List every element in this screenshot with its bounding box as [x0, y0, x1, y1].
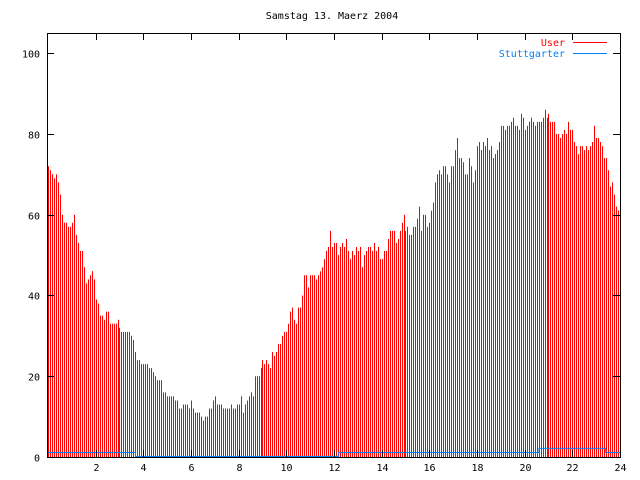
legend-label-stuttgarter: Stuttgarter [499, 49, 565, 60]
x-tick-label: 10 [280, 463, 292, 474]
x-tick-label: 24 [614, 463, 626, 474]
legend-label-user: User [541, 38, 565, 49]
y-tick-label: 60 [28, 212, 40, 223]
x-tick-label: 8 [236, 463, 242, 474]
y-tick-label: 40 [28, 292, 40, 303]
y-tick-label: 0 [34, 454, 40, 465]
legend: User Stuttgarter [499, 38, 607, 60]
x-tick-label: 14 [376, 463, 388, 474]
y-tick-label: 100 [22, 50, 40, 61]
x-tick-label: 2 [93, 463, 99, 474]
x-tick-label: 22 [566, 463, 578, 474]
x-tick-label: 18 [471, 463, 483, 474]
x-tick-label: 16 [423, 463, 435, 474]
x-tick-label: 12 [328, 463, 340, 474]
x-tick-label: 20 [519, 463, 531, 474]
chart-title: Samstag 13. Maerz 2004 [266, 11, 398, 22]
stuttgarter-line [48, 447, 620, 457]
x-tick-label: 4 [140, 463, 146, 474]
x-tick-label: 6 [188, 463, 194, 474]
y-tick-label: 20 [28, 373, 40, 384]
user-bars [48, 109, 619, 457]
y-tick-label: 80 [28, 131, 40, 142]
